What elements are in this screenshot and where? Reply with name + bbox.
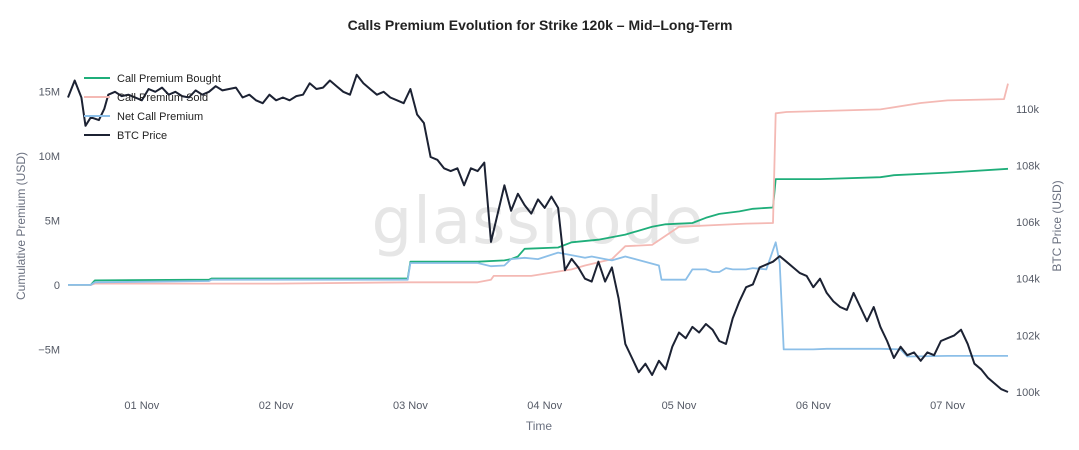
legend: Call Premium Bought Call Premium Sold Net … bbox=[84, 73, 221, 142]
right-tick-label-2: 104k bbox=[1016, 274, 1040, 286]
right-axis-title: BTC Price (USD) bbox=[1050, 180, 1064, 271]
x-tick-label-1: 02 Nov bbox=[259, 400, 294, 412]
legend-label-call-premium-sold: Call Premium Sold bbox=[117, 92, 208, 104]
series-layer bbox=[67, 73, 1009, 393]
right-tick-label-0: 100k bbox=[1016, 387, 1040, 399]
left-axis-ticks: −5M 0 5M 10M 15M bbox=[38, 86, 60, 356]
x-tick-label-4: 05 Nov bbox=[662, 400, 697, 412]
x-tick-label-3: 04 Nov bbox=[527, 400, 562, 412]
right-tick-label-5: 110k bbox=[1016, 104, 1040, 116]
x-tick-label-0: 01 Nov bbox=[124, 400, 159, 412]
x-axis-ticks: 01 Nov 02 Nov 03 Nov 04 Nov 05 Nov 06 Nov 07 N… bbox=[124, 400, 965, 412]
x-tick-label-2: 03 Nov bbox=[393, 400, 428, 412]
right-axis-ticks: 100k 102k 104k 106k 108k 110k bbox=[1016, 104, 1040, 399]
series-line-call-premium-sold bbox=[68, 83, 1009, 286]
series-line-btc-price bbox=[67, 73, 1009, 393]
x-tick-label-5: 06 Nov bbox=[796, 400, 831, 412]
left-tick-label-3: 10M bbox=[39, 151, 60, 163]
x-tick-label-6: 07 Nov bbox=[930, 400, 965, 412]
left-tick-label-0: −5M bbox=[38, 344, 60, 356]
legend-label-net-call-premium: Net Call Premium bbox=[117, 111, 203, 123]
series-line-net-call-premium bbox=[68, 241, 1008, 358]
left-tick-label-4: 15M bbox=[39, 86, 60, 98]
chart-title: Calls Premium Evolution for Strike 120k … bbox=[348, 17, 733, 33]
watermark-text: glassnode bbox=[371, 185, 704, 259]
right-tick-label-3: 106k bbox=[1016, 217, 1040, 229]
left-tick-label-2: 5M bbox=[45, 215, 60, 227]
series-line-call-premium-bought bbox=[68, 167, 1009, 286]
right-tick-label-4: 108k bbox=[1016, 160, 1040, 172]
left-axis-title: Cumulative Premium (USD) bbox=[14, 152, 28, 300]
legend-label-call-premium-bought: Call Premium Bought bbox=[117, 73, 221, 85]
legend-label-btc-price: BTC Price bbox=[117, 130, 167, 142]
x-axis-title: Time bbox=[526, 419, 553, 433]
left-tick-label-1: 0 bbox=[54, 280, 60, 292]
right-tick-label-1: 102k bbox=[1016, 330, 1040, 342]
